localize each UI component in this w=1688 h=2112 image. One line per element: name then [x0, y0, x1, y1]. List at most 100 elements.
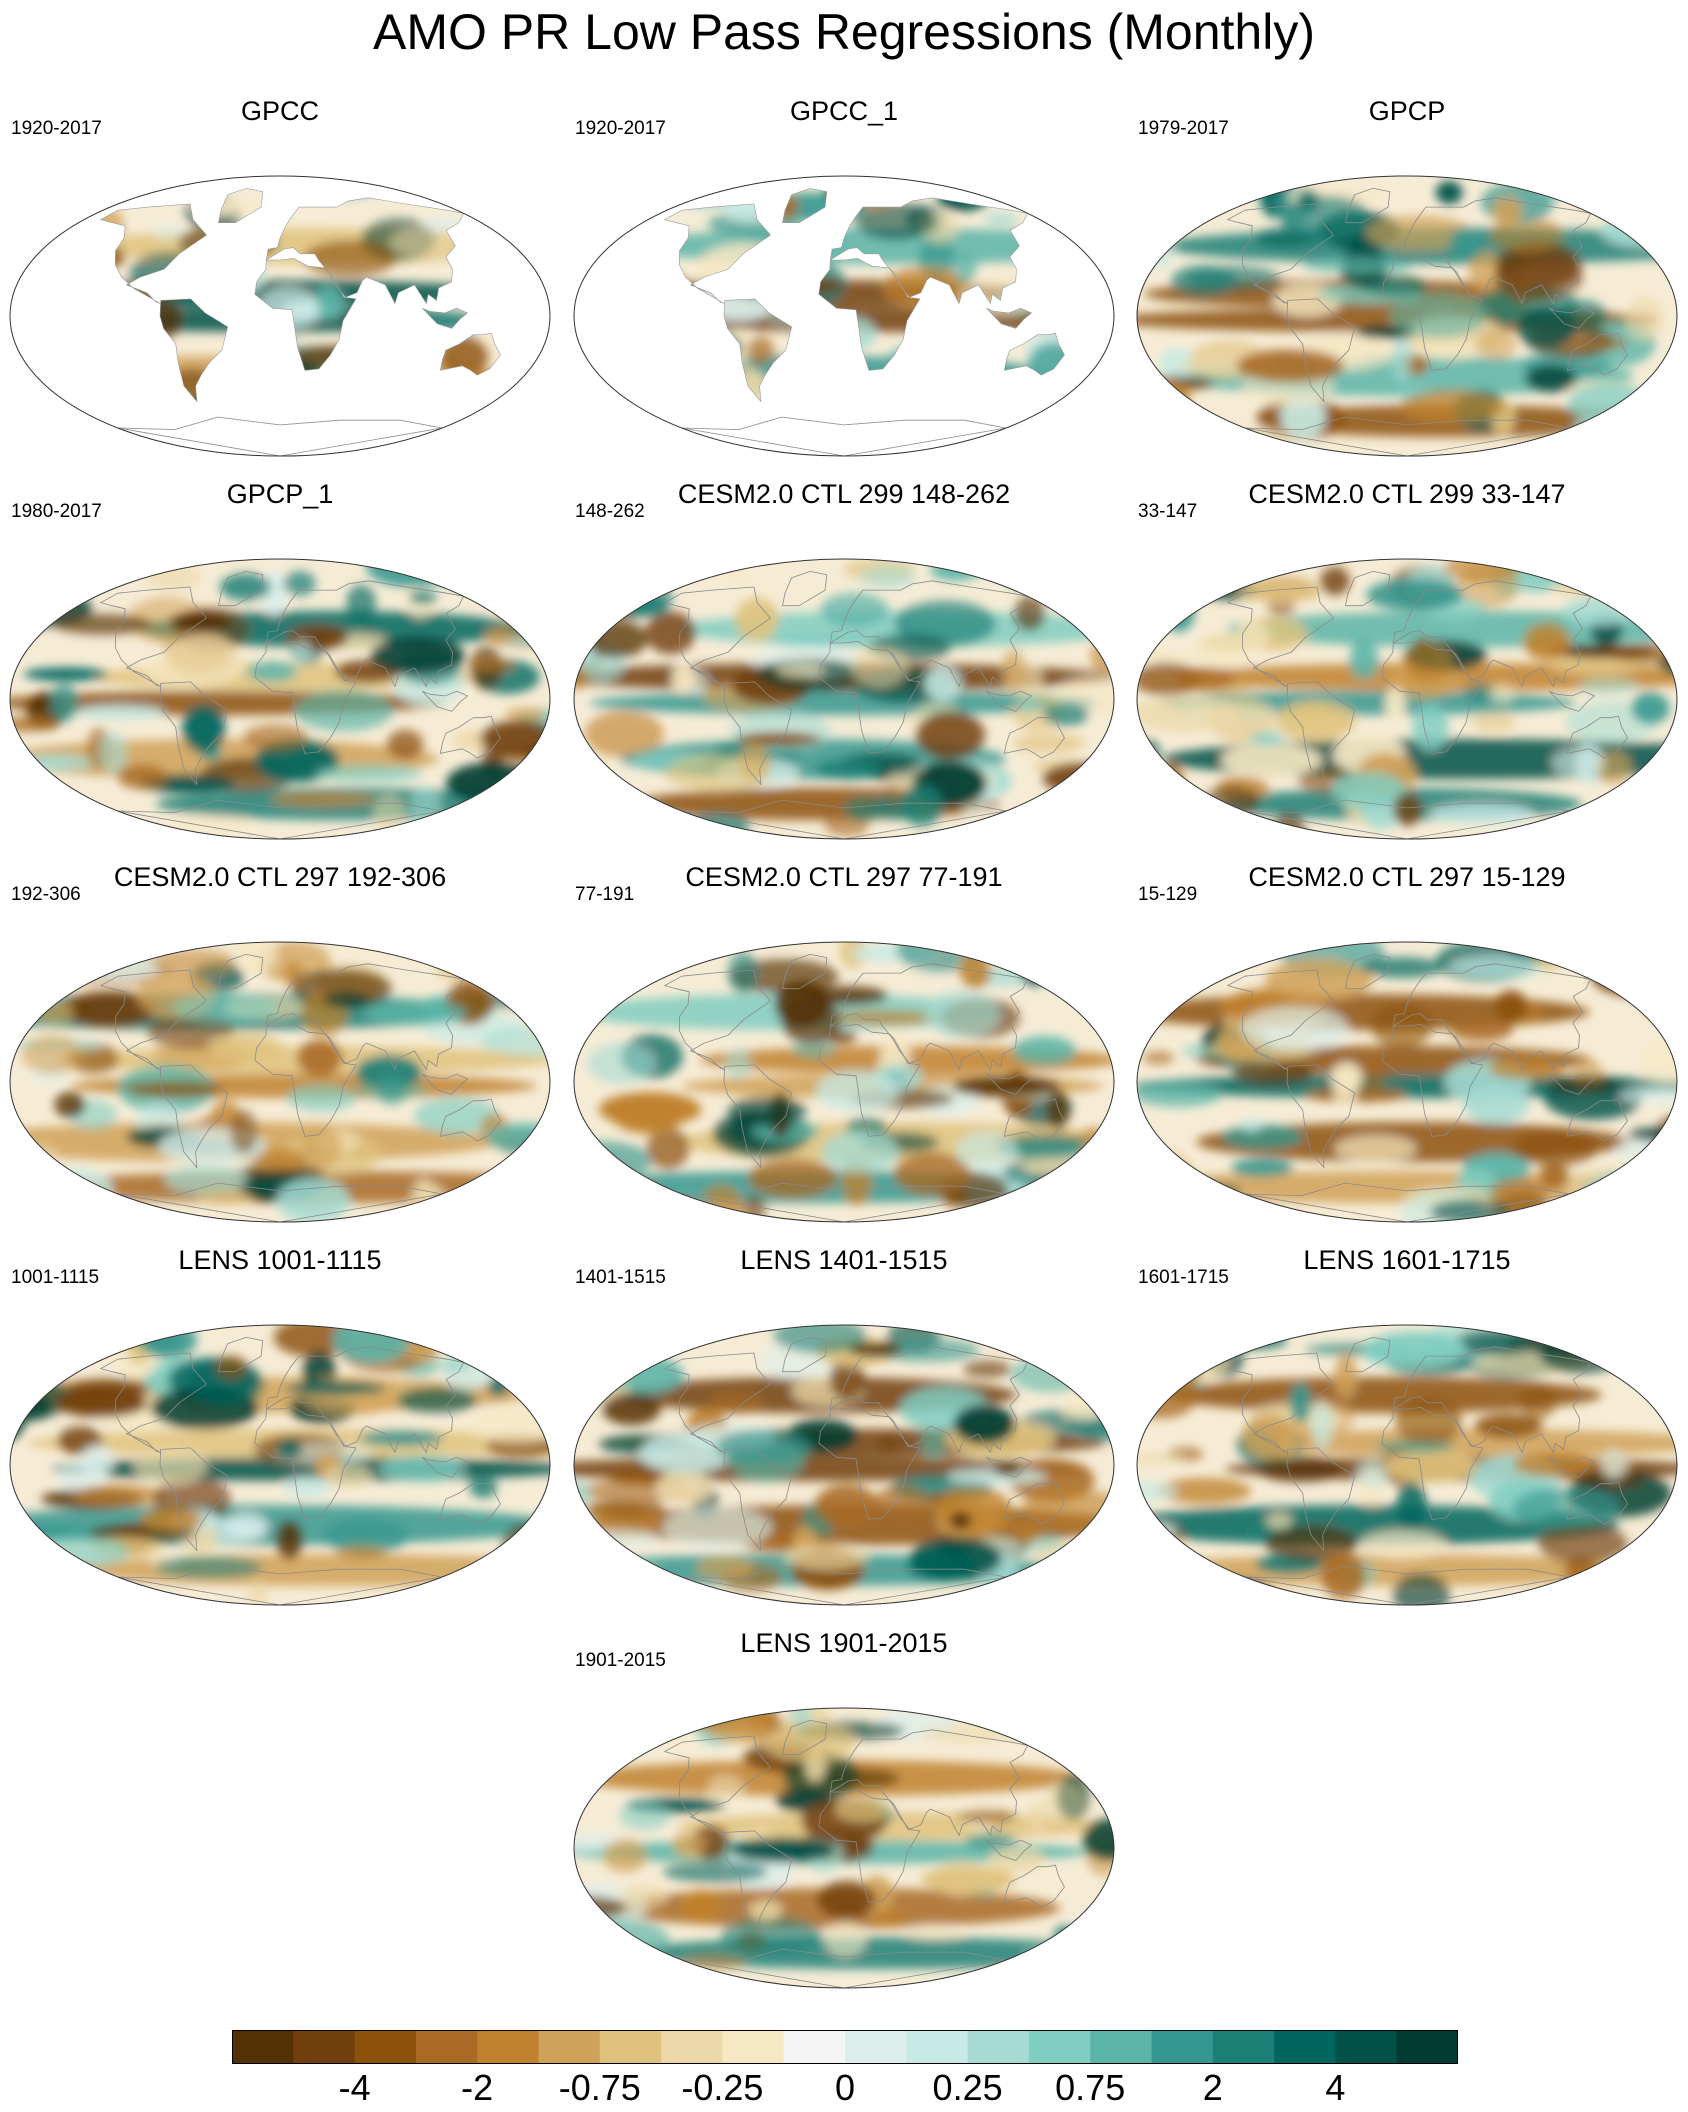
- colorbar-swatch: [599, 2030, 662, 2064]
- colorbar-swatch: [1151, 2030, 1214, 2064]
- map-outline: [9, 1324, 551, 1606]
- panel-title: LENS 1401-1515: [740, 1245, 948, 1275]
- precip-field: [1136, 558, 1678, 840]
- colorbar-label: -2: [461, 2067, 494, 2108]
- colorbar-label: 0.25: [932, 2067, 1003, 2108]
- map-outline: [1136, 1324, 1678, 1606]
- map-outline: [573, 941, 1115, 1223]
- map-canvas: [573, 175, 1115, 457]
- panel-title: CESM2.0 CTL 297 15-129: [1248, 862, 1566, 892]
- coastlines: [664, 1720, 1065, 1989]
- map-canvas: [1136, 175, 1678, 457]
- panel-title: LENS 1601-1715: [1303, 1245, 1511, 1275]
- map-canvas: [573, 558, 1115, 840]
- precip-field: [1136, 175, 1678, 457]
- panel-period: 1979-2017: [1138, 118, 1229, 139]
- coastlines: [663, 188, 1065, 457]
- colorbar-swatch: [293, 2030, 356, 2064]
- colorbar-swatch: [1335, 2030, 1398, 2064]
- colorbar-swatch: [232, 2030, 294, 2064]
- map-outline: [1136, 175, 1678, 457]
- panel-title: CESM2.0 CTL 299 148-262: [677, 479, 1011, 509]
- colorbar-swatch: [967, 2030, 1030, 2064]
- colorbar-label: 0: [834, 2067, 856, 2108]
- map-canvas: [573, 1707, 1115, 1989]
- coastlines: [1227, 1337, 1628, 1606]
- panel-period: 77-191: [575, 884, 635, 905]
- map-panel-lens-1401-1515: LENS 1401-1515 1401-1515: [564, 1244, 1124, 1624]
- coastlines: [100, 954, 501, 1223]
- coastlines: [100, 1337, 501, 1606]
- colorbar-swatch: [783, 2030, 846, 2064]
- map-canvas: [9, 558, 551, 840]
- map-panel-cesm-297-77-191: CESM2.0 CTL 297 77-191 77-191: [564, 861, 1124, 1241]
- panel-title: LENS 1901-2015: [740, 1628, 948, 1658]
- map-outline: [573, 175, 1115, 457]
- map-outline: [9, 175, 551, 457]
- map-outline: [573, 1324, 1115, 1606]
- map-outline: [9, 941, 551, 1223]
- map-canvas: [573, 941, 1115, 1223]
- precip-field: [1136, 941, 1678, 1223]
- map-outline: [573, 558, 1115, 840]
- map-panel-cesm-297-15-129: CESM2.0 CTL 297 15-129 15-129: [1127, 861, 1687, 1241]
- map-panel-lens-1901-2015: LENS 1901-2015 1901-2015: [564, 1627, 1124, 2007]
- map-panel-gpcp-1: GPCP_1 1980-2017: [0, 478, 560, 858]
- colorbar-labels: -4 -2 -0.75 -0.25 0 0.25 0.75 2 4: [232, 2066, 1458, 2110]
- map-panel-lens-1601-1715: LENS 1601-1715 1601-1715: [1127, 1244, 1687, 1624]
- coastlines: [664, 571, 1065, 840]
- panel-title: LENS 1001-1115: [178, 1245, 382, 1275]
- coastlines: [664, 954, 1065, 1223]
- panel-period: 1401-1515: [575, 1267, 666, 1288]
- colorbar-label: 0.75: [1055, 2067, 1126, 2108]
- colorbar-label: -4: [338, 2067, 371, 2108]
- map-panel-gpcp: GPCP 1979-2017: [1127, 95, 1687, 475]
- colorbar-swatch: [538, 2030, 601, 2064]
- panel-period: 1001-1115: [11, 1267, 100, 1288]
- panel-period: 192-306: [11, 884, 81, 905]
- panel-title: GPCP_1: [226, 479, 334, 509]
- colorbar-swatch: [1028, 2030, 1091, 2064]
- coastlines: [664, 1337, 1065, 1606]
- panel-period: 1901-2015: [575, 1650, 666, 1671]
- map-outline: [573, 1707, 1115, 1989]
- coastlines: [99, 188, 501, 457]
- panel-title: GPCC: [240, 96, 319, 126]
- map-outline: [1136, 941, 1678, 1223]
- colorbar-swatch: [906, 2030, 969, 2064]
- panel-period: 1920-2017: [575, 118, 666, 139]
- map-canvas: [9, 941, 551, 1223]
- coastlines: [1227, 571, 1628, 840]
- map-canvas: [1136, 1324, 1678, 1606]
- coastlines: [1227, 954, 1628, 1223]
- panel-title: GPCP: [1368, 96, 1446, 126]
- coastlines: [100, 571, 501, 840]
- map-panel-cesm-297-192-306: CESM2.0 CTL 297 192-306 192-306: [0, 861, 560, 1241]
- precip-field: [9, 558, 551, 840]
- map-panel-cesm-299-148-262: CESM2.0 CTL 299 148-262 148-262: [564, 478, 1124, 858]
- colorbar-swatch: [477, 2030, 539, 2064]
- map-outline: [1136, 558, 1678, 840]
- colorbar-label: -0.25: [681, 2067, 764, 2108]
- colorbar: [232, 2030, 1458, 2064]
- panel-period: 15-129: [1138, 884, 1198, 905]
- precip-field: [9, 941, 551, 1223]
- panel-title: CESM2.0 CTL 297 77-191: [685, 862, 1003, 892]
- colorbar-swatch: [1090, 2030, 1152, 2064]
- map-canvas: [9, 175, 551, 457]
- colorbar-swatch: [1274, 2030, 1336, 2064]
- precip-field: [573, 941, 1115, 1223]
- colorbar-label: 2: [1202, 2067, 1223, 2108]
- panel-period: 1920-2017: [11, 118, 102, 139]
- map-panel-gpcc-1: GPCC_1 1920-2017: [564, 95, 1124, 475]
- precip-field: [573, 558, 1115, 840]
- precip-field: [664, 188, 1065, 402]
- colorbar-swatch: [354, 2030, 417, 2064]
- panel-title: GPCC_1: [789, 96, 899, 126]
- precip-field: [100, 188, 501, 402]
- map-canvas: [1136, 558, 1678, 840]
- figure-title: AMO PR Low Pass Regressions (Monthly): [373, 4, 1315, 60]
- map-canvas: [573, 1324, 1115, 1606]
- precip-field: [573, 1324, 1115, 1606]
- precip-field: [9, 1324, 551, 1606]
